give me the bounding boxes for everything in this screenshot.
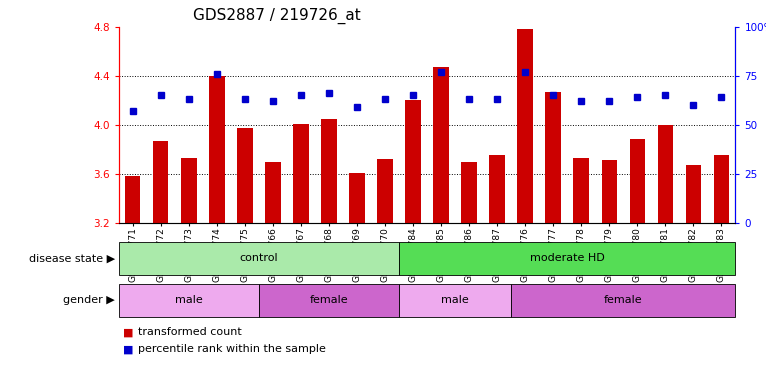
Text: percentile rank within the sample: percentile rank within the sample <box>138 344 326 354</box>
Bar <box>518 29 533 384</box>
Bar <box>265 162 280 384</box>
Bar <box>714 156 729 384</box>
Bar <box>119 242 399 275</box>
Bar <box>489 156 505 384</box>
Text: ■: ■ <box>123 344 133 354</box>
Text: female: female <box>604 295 643 306</box>
Text: male: male <box>441 295 469 306</box>
Text: transformed count: transformed count <box>138 327 241 337</box>
Bar <box>209 76 224 384</box>
Bar <box>545 92 561 384</box>
Bar <box>119 284 259 317</box>
Bar <box>349 172 365 384</box>
Text: control: control <box>240 253 278 263</box>
Text: male: male <box>175 295 203 306</box>
Text: ■: ■ <box>123 327 133 337</box>
Bar <box>434 67 449 384</box>
Bar <box>574 158 589 384</box>
Bar <box>259 284 399 317</box>
Text: disease state ▶: disease state ▶ <box>29 253 115 263</box>
Text: moderate HD: moderate HD <box>530 253 604 263</box>
Bar <box>237 129 253 384</box>
Bar <box>399 242 735 275</box>
Bar <box>181 158 197 384</box>
Bar <box>125 176 140 384</box>
Bar <box>511 284 735 317</box>
Bar <box>630 139 645 384</box>
Bar <box>461 162 476 384</box>
Text: GDS2887 / 219726_at: GDS2887 / 219726_at <box>193 8 361 24</box>
Bar <box>153 141 169 384</box>
Bar <box>686 165 701 384</box>
Bar <box>378 159 393 384</box>
Text: gender ▶: gender ▶ <box>63 295 115 306</box>
Bar <box>601 160 617 384</box>
Bar <box>405 100 421 384</box>
Bar <box>293 124 309 384</box>
Text: female: female <box>309 295 349 306</box>
Bar <box>657 125 673 384</box>
Bar <box>321 119 336 384</box>
Bar <box>399 284 511 317</box>
